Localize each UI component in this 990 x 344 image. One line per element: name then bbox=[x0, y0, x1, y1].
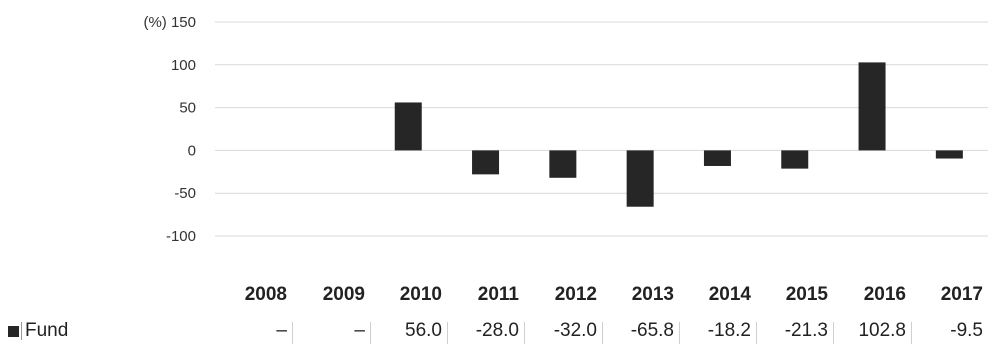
category-label: 2010 bbox=[399, 284, 442, 305]
legend-label: Fund bbox=[25, 320, 69, 341]
category-label: 2017 bbox=[940, 284, 983, 305]
data-label: 102.8 bbox=[858, 320, 906, 341]
column-divider bbox=[679, 322, 680, 344]
bar bbox=[626, 150, 654, 207]
column-divider bbox=[370, 322, 371, 344]
y-tick-label: 100 bbox=[171, 57, 196, 74]
bar-chart: (%) 150 100 50 0 -50 -100 bbox=[143, 14, 988, 245]
bar bbox=[472, 150, 500, 175]
data-label: -28.0 bbox=[475, 320, 519, 341]
y-tick-label: (%) 150 bbox=[143, 14, 196, 31]
column-divider bbox=[602, 322, 603, 344]
legend-fund: Fund bbox=[8, 320, 68, 342]
bars bbox=[394, 62, 963, 207]
data-label: – bbox=[354, 320, 365, 341]
category-label: 2012 bbox=[554, 284, 597, 305]
column-divider bbox=[833, 322, 834, 344]
data-label: -18.2 bbox=[707, 320, 751, 341]
bar bbox=[935, 150, 963, 159]
data-label: -32.0 bbox=[553, 320, 597, 341]
data-label: -65.8 bbox=[630, 320, 674, 341]
bar bbox=[858, 62, 886, 151]
y-tick-label: 50 bbox=[179, 100, 196, 117]
category-label: 2008 bbox=[244, 284, 287, 305]
bar bbox=[394, 102, 422, 151]
y-tick-label: 0 bbox=[188, 142, 196, 159]
category-label: 2009 bbox=[322, 284, 365, 305]
column-divider bbox=[911, 322, 912, 344]
data-label: – bbox=[276, 320, 287, 341]
data-label: -21.3 bbox=[784, 320, 828, 341]
data-label: 56.0 bbox=[405, 320, 442, 341]
bar bbox=[781, 150, 809, 169]
y-tick-label: -50 bbox=[174, 185, 196, 202]
category-label: 2016 bbox=[863, 284, 906, 305]
category-label: 2015 bbox=[785, 284, 828, 305]
gridlines bbox=[215, 21, 988, 237]
column-divider bbox=[292, 322, 293, 344]
column-divider bbox=[756, 322, 757, 344]
y-axis-tick-labels: (%) 150 100 50 0 -50 -100 bbox=[143, 14, 196, 245]
legend-swatch bbox=[8, 325, 19, 337]
legend-divider bbox=[21, 322, 22, 340]
y-tick-label: -100 bbox=[166, 228, 196, 245]
bar bbox=[703, 150, 731, 166]
category-label: 2014 bbox=[708, 284, 751, 305]
column-divider bbox=[524, 322, 525, 344]
category-label: 2011 bbox=[477, 284, 519, 305]
column-divider bbox=[447, 322, 448, 344]
bar bbox=[549, 150, 577, 178]
data-label: -9.5 bbox=[950, 320, 983, 341]
category-label: 2013 bbox=[631, 284, 674, 305]
